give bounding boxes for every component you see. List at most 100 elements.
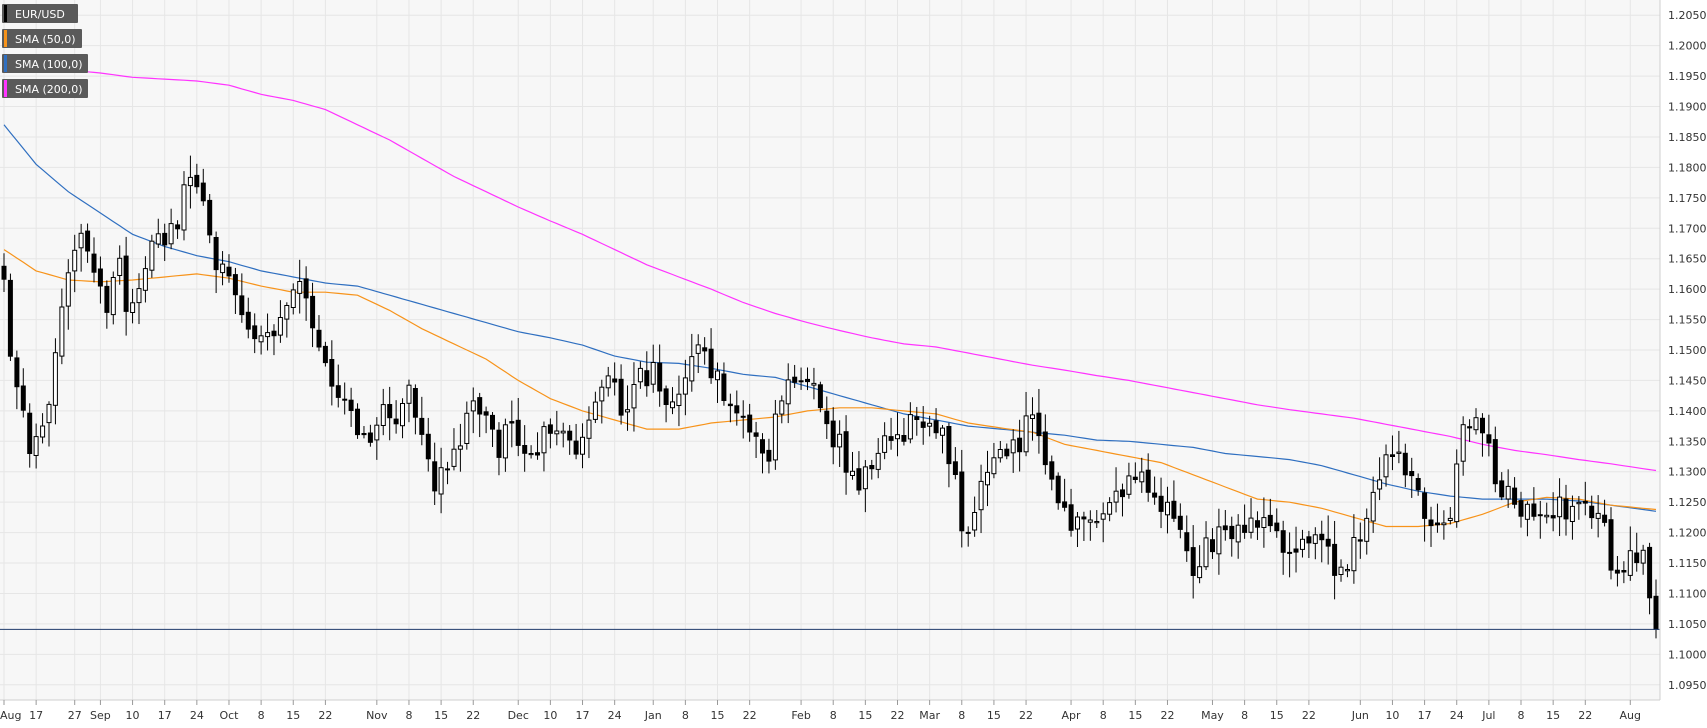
candle-down xyxy=(1293,548,1299,553)
candle-down xyxy=(27,412,33,455)
candle-down xyxy=(1036,412,1042,437)
candle-down xyxy=(1152,492,1158,498)
x-tick-label: Jun xyxy=(1351,709,1369,722)
candle-down xyxy=(1004,448,1010,457)
candle-up xyxy=(837,433,843,448)
x-tick-label: 27 xyxy=(68,709,82,722)
candle-up xyxy=(130,302,136,313)
candle-up xyxy=(65,272,71,307)
candle-up xyxy=(1524,503,1530,520)
candle-up xyxy=(882,435,888,453)
candle-down xyxy=(1132,476,1138,481)
y-tick-label: 1.1600 xyxy=(1668,283,1707,296)
candle-up xyxy=(142,268,148,291)
x-tick-label: Oct xyxy=(219,709,239,722)
candle-up xyxy=(464,412,470,444)
y-axis-background xyxy=(1661,0,1707,728)
candle-down xyxy=(959,471,965,532)
candle-up xyxy=(637,367,643,383)
x-tick-label: 10 xyxy=(126,709,140,722)
legend-item-background xyxy=(2,79,88,98)
legend-label: SMA (100,0) xyxy=(15,58,83,71)
x-tick-label: 15 xyxy=(711,709,725,722)
x-tick-label: Mar xyxy=(919,709,940,722)
x-tick-label: 22 xyxy=(466,709,480,722)
candle-up xyxy=(560,430,566,434)
candle-down xyxy=(1042,431,1048,466)
candle-up xyxy=(715,370,720,381)
candle-down xyxy=(1319,533,1325,541)
y-tick-label: 1.1750 xyxy=(1668,192,1707,205)
x-tick-label: 8 xyxy=(1241,709,1248,722)
candle-down xyxy=(194,174,200,188)
candle-down xyxy=(1409,471,1415,477)
y-tick-label: 1.1200 xyxy=(1668,527,1707,540)
x-tick-label: 22 xyxy=(1302,709,1316,722)
candle-down xyxy=(1068,504,1074,531)
candle-down xyxy=(200,182,206,202)
legend-item-background xyxy=(2,4,78,23)
x-tick-label: 8 xyxy=(1518,709,1525,722)
candle-up xyxy=(59,306,65,357)
candle-up xyxy=(599,386,605,402)
candle-down xyxy=(1621,570,1627,573)
candle-up xyxy=(1454,463,1460,523)
candle-down xyxy=(322,345,328,364)
candle-down xyxy=(792,376,798,383)
candle-up xyxy=(1100,513,1106,520)
legend-item[interactable]: SMA (100,0) xyxy=(2,54,88,73)
candle-down xyxy=(1486,434,1492,444)
legend-item-background xyxy=(2,54,88,73)
candle-up xyxy=(1010,439,1016,454)
candle-up xyxy=(1627,550,1633,576)
candle-up xyxy=(965,531,971,534)
y-tick-label: 1.2050 xyxy=(1668,9,1707,22)
candle-down xyxy=(856,468,862,491)
candle-down xyxy=(496,429,502,458)
candle-down xyxy=(1190,547,1196,576)
candle-up xyxy=(580,436,585,455)
candle-down xyxy=(522,445,528,454)
candle-up xyxy=(1557,496,1563,518)
candle-up xyxy=(168,223,174,245)
x-tick-label: 17 xyxy=(29,709,43,722)
x-tick-label: 22 xyxy=(743,709,757,722)
candle-down xyxy=(1602,514,1608,523)
candle-down xyxy=(1184,532,1190,552)
legend-item[interactable]: SMA (50,0) xyxy=(2,29,82,48)
candle-down xyxy=(1422,492,1428,519)
candle-down xyxy=(393,418,399,425)
legend-item[interactable]: SMA (200,0) xyxy=(2,79,88,98)
candle-up xyxy=(991,457,997,475)
y-tick-label: 1.1950 xyxy=(1668,70,1707,83)
candle-up xyxy=(895,434,900,440)
legend-item[interactable]: EUR/USD xyxy=(2,4,78,23)
candle-up xyxy=(907,414,913,440)
y-axis: 1.2050 1.2000 1.1950 1.1900 1.1850 1.1800 1.17… xyxy=(1659,0,1707,728)
x-tick-label: Nov xyxy=(366,709,388,722)
x-tick-label: 15 xyxy=(286,709,300,722)
candle-up xyxy=(284,305,290,320)
candle-up xyxy=(136,288,142,304)
y-tick-label: 1.1300 xyxy=(1668,466,1707,479)
candle-down xyxy=(1653,595,1659,630)
candle-up xyxy=(1113,490,1119,503)
candle-up xyxy=(1595,512,1601,519)
x-tick-label: 15 xyxy=(1270,709,1284,722)
candle-down xyxy=(612,378,618,383)
x-tick-label: 15 xyxy=(987,709,1001,722)
candle-up xyxy=(811,382,817,386)
candle-up xyxy=(1094,521,1100,524)
x-tick-label: 15 xyxy=(1128,709,1142,722)
candle-down xyxy=(1306,536,1312,544)
candle-down xyxy=(104,285,110,313)
x-tick-label: Jul xyxy=(1481,709,1495,722)
candle-up xyxy=(187,176,193,187)
x-tick-label: 15 xyxy=(1546,709,1560,722)
candle-down xyxy=(239,295,245,316)
candle-up xyxy=(1460,424,1466,462)
candle-up xyxy=(1235,524,1241,543)
x-tick-label: 15 xyxy=(434,709,448,722)
